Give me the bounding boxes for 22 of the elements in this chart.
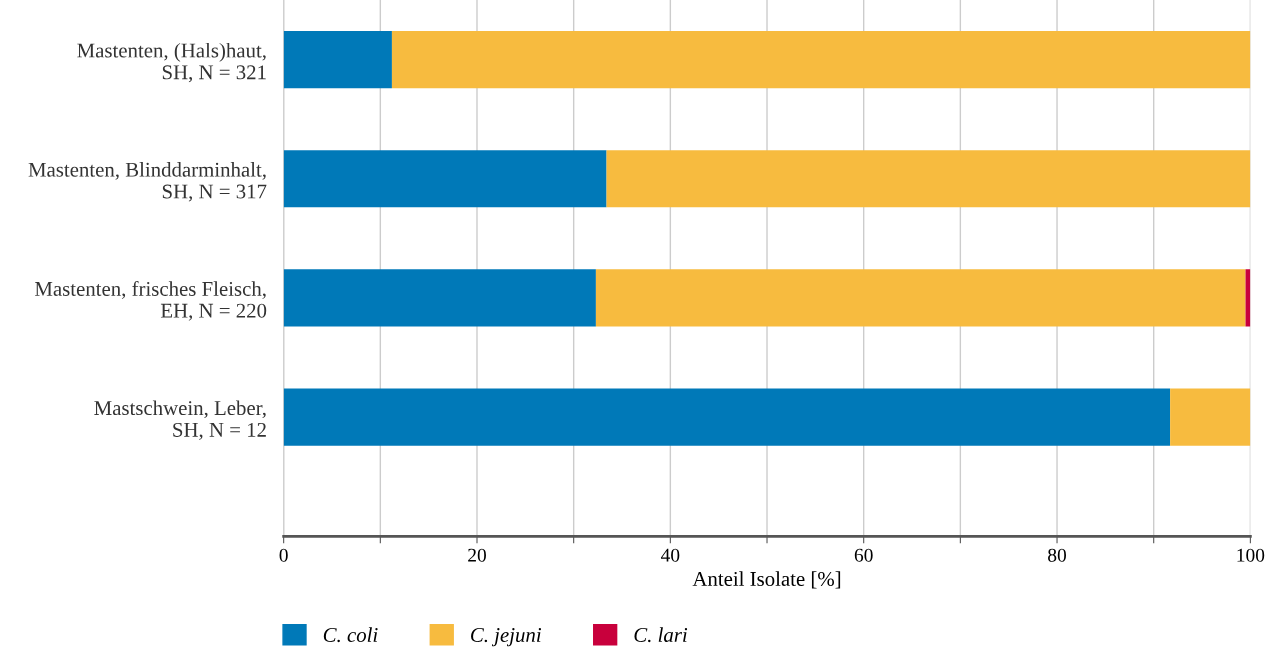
bar — [283, 269, 596, 327]
bar — [391, 30, 1251, 89]
x-tick-label: 60 — [854, 548, 873, 562]
bar — [606, 150, 1251, 208]
x-tick-label: 0 — [279, 548, 288, 562]
y-tick-label: Mastenten, (Hals)haut, SH, N = 321 — [77, 42, 266, 83]
legend-label: C. lari — [634, 627, 688, 643]
bar — [283, 388, 1171, 446]
bar — [283, 30, 392, 89]
y-tick-label: Mastenten, Blinddarminhalt, SH, N = 317 — [28, 162, 267, 202]
x-tick-label: 20 — [468, 548, 486, 562]
legend-label: C. coli — [323, 627, 378, 643]
x-axis-title: Anteil Isolate [%] — [692, 571, 841, 589]
legend-label: C. jejuni — [471, 628, 541, 647]
bar — [595, 269, 1246, 327]
bar — [1170, 388, 1251, 446]
x-tick-label: 80 — [1048, 548, 1067, 562]
x-tick-label: 40 — [661, 548, 680, 562]
y-tick-label: Mastschwein, Leber, SH, N = 12 — [94, 400, 266, 440]
y-tick-label: Mastenten, frisches Fleisch, EH, N = 220 — [34, 281, 267, 321]
x-tick-label: 100 — [1237, 548, 1265, 562]
bar — [283, 150, 607, 208]
